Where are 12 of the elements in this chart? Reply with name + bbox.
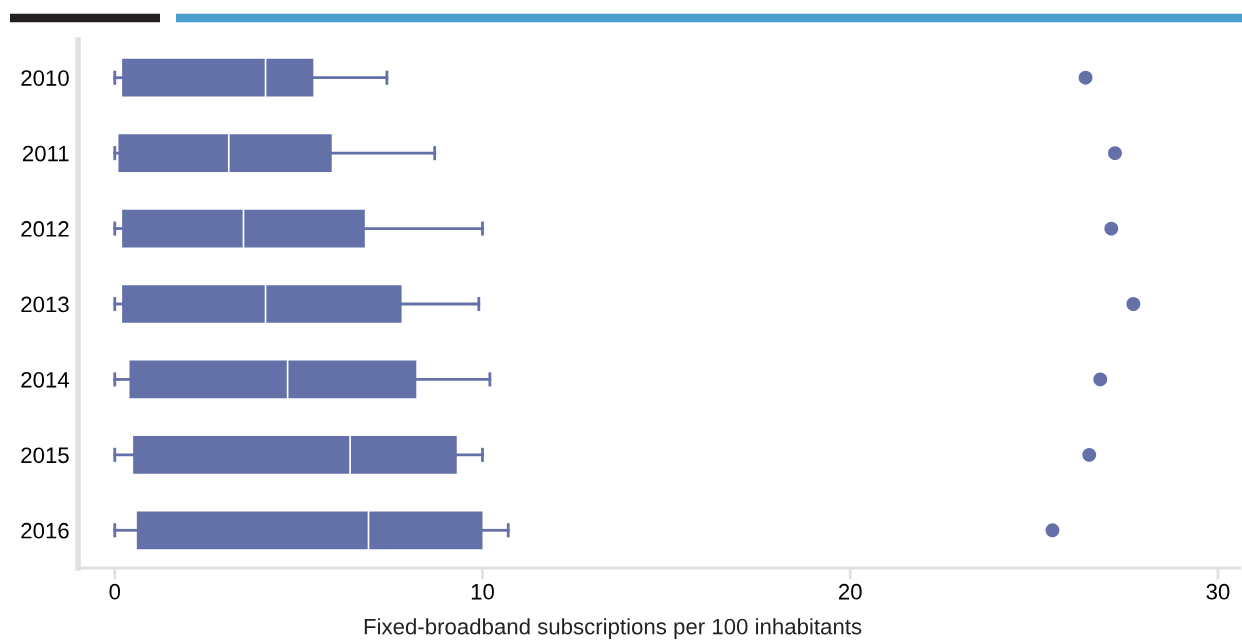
x-tick-label: 20 bbox=[838, 583, 862, 600]
y-tick-label: 2016 bbox=[21, 522, 69, 539]
x-axis-title: Fixed-broadband subscriptions per 100 inhabitants bbox=[364, 618, 862, 639]
y-tick-label: 2015 bbox=[21, 447, 69, 464]
y-tick-label: 2014 bbox=[21, 371, 70, 388]
x-tick-label: 10 bbox=[471, 583, 494, 600]
y-tick-label: 2012 bbox=[21, 221, 69, 237]
x-tick-label: 30 bbox=[1206, 583, 1230, 600]
y-tick-label: 2013 bbox=[21, 296, 69, 313]
y-tick-label: 2011 bbox=[22, 145, 69, 162]
x-tick-label: 0 bbox=[109, 583, 121, 600]
y-tick-label: 2010 bbox=[21, 70, 69, 86]
